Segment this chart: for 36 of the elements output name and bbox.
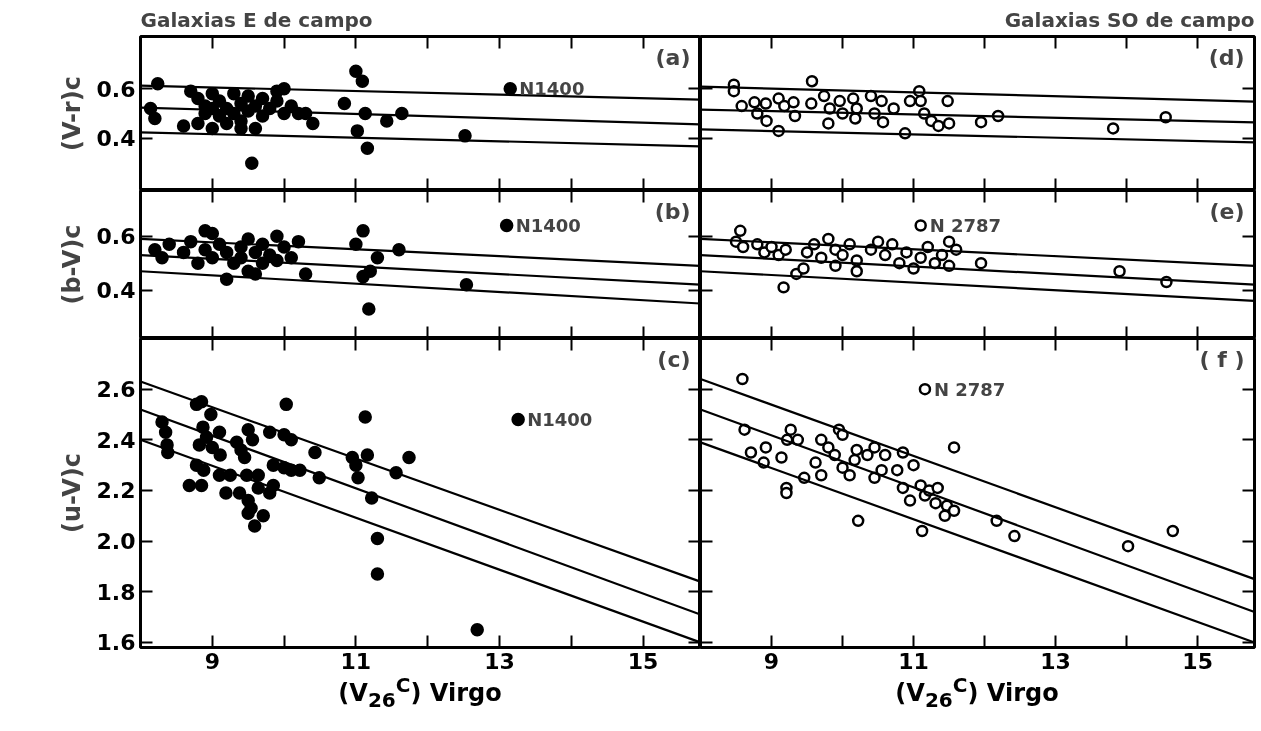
y-axis-title: (b-V)c: [57, 224, 86, 305]
y-tick-label: 2.2: [96, 478, 136, 504]
annotation: ( f ): [1199, 346, 1245, 372]
annotation: N1400: [515, 214, 581, 236]
y-tick-label: 1.6: [96, 630, 136, 656]
y-axis-title: (V-r)c: [57, 76, 86, 151]
annotation: N 2787: [929, 214, 1002, 236]
x-tick-label: 13: [484, 648, 515, 674]
annotation: N1400: [519, 78, 585, 100]
y-tick-label: 1.8: [96, 579, 136, 605]
x-tick-label: 11: [898, 648, 929, 674]
x-tick-label: 15: [1182, 648, 1213, 674]
annotation: (c): [657, 346, 691, 372]
chart-title: Galaxias E de campo: [140, 7, 373, 32]
y-tick-label: 0.6: [96, 76, 136, 102]
y-tick-label: 2.0: [96, 529, 136, 555]
annotation: (e): [1209, 198, 1245, 224]
annotation: N 2787: [933, 378, 1006, 400]
x-tick-label: 9: [763, 648, 780, 674]
y-tick-label: 2.4: [96, 427, 136, 453]
x-tick-label: 11: [340, 648, 372, 674]
annotation: (b): [654, 198, 691, 224]
x-tick-label: 13: [1040, 648, 1071, 674]
x-axis-title: (V$_{26}$$^{C}$) Virgo: [338, 673, 502, 712]
x-axis-title: (V$_{26}$$^{C}$) Virgo: [895, 673, 1059, 712]
annotation: N1400: [527, 409, 593, 431]
annotation: (d): [1208, 44, 1245, 70]
x-tick-label: 15: [627, 648, 659, 674]
y-tick-label: 0.6: [96, 224, 136, 250]
chart-title: Galaxias SO de campo: [1004, 7, 1255, 32]
y-axis-title: (u-V)c: [57, 452, 86, 534]
y-tick-label: 0.4: [96, 126, 136, 152]
y-tick-label: 0.4: [96, 278, 136, 304]
x-tick-label: 9: [204, 648, 220, 674]
y-tick-label: 2.6: [96, 377, 136, 403]
annotation: (a): [655, 44, 691, 70]
